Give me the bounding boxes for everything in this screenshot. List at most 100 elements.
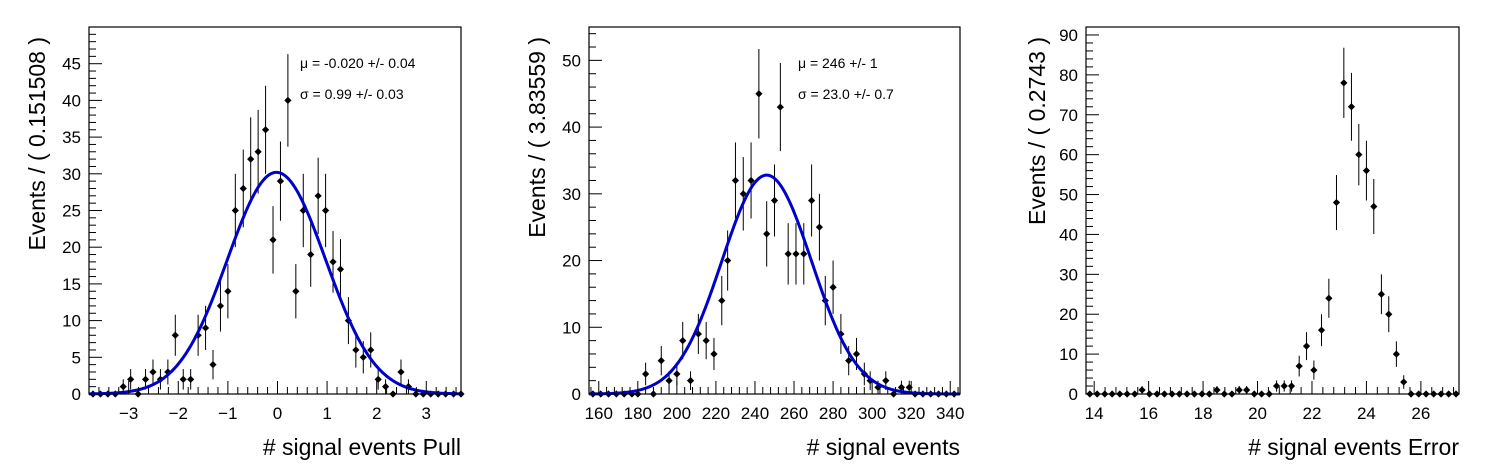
data-point	[284, 54, 292, 147]
data-marker	[829, 283, 837, 291]
data-point	[247, 117, 255, 201]
y-tick-label: 25	[62, 202, 81, 221]
x-tick-label: 16	[1139, 404, 1158, 423]
data-point	[216, 280, 225, 332]
y-tick-label: 10	[562, 318, 581, 337]
data-marker	[397, 368, 405, 376]
data-point	[149, 359, 157, 385]
x-tick-label: 260	[780, 404, 808, 423]
data-marker	[231, 206, 239, 215]
x-tick-label: 26	[1411, 404, 1430, 423]
data-point	[1287, 380, 1296, 392]
fit-line	[88, 170, 462, 396]
data-point	[739, 157, 747, 231]
data-marker	[731, 176, 740, 185]
x-tick-label: −1	[218, 404, 237, 423]
data-point	[710, 337, 718, 370]
fit-sigma-annotation: σ = 23.0 +/- 0.7	[798, 86, 894, 102]
data-point	[1385, 296, 1393, 333]
data-point	[352, 332, 360, 368]
fit-mean-annotation: μ = 246 +/- 1	[798, 55, 878, 71]
plot-frame	[588, 26, 961, 395]
data-point	[686, 371, 695, 390]
data-marker	[1400, 378, 1408, 386]
data-point	[1355, 123, 1363, 186]
data-point	[829, 260, 837, 314]
x-tick-label: 2	[372, 404, 381, 423]
data-marker	[261, 126, 270, 134]
data-point	[1302, 332, 1311, 361]
data-point	[1317, 314, 1326, 347]
fit-sigma-annotation: σ = 0.99 +/- 0.03	[300, 86, 404, 102]
data-point	[702, 321, 710, 360]
y-tick-label: 20	[62, 238, 81, 257]
data-marker	[119, 383, 127, 391]
data-marker	[1272, 382, 1281, 390]
data-marker	[679, 337, 687, 345]
data-point	[1235, 386, 1243, 394]
data-point	[367, 332, 375, 368]
data-point	[747, 142, 755, 219]
y-axis-label: Events / ( 3.83559 )	[524, 37, 550, 238]
data-point	[1370, 178, 1378, 235]
data-point	[784, 223, 792, 285]
data-point	[307, 222, 315, 287]
gaussian-fit-curve	[88, 170, 462, 396]
data-point	[694, 313, 702, 354]
data-point	[776, 63, 784, 152]
data-marker	[1355, 151, 1363, 159]
data-point	[657, 345, 665, 376]
data-point	[1280, 380, 1288, 392]
data-point	[1272, 380, 1281, 392]
y-tick-label: 0	[1069, 385, 1078, 404]
chart-panel-pull: 0 5 10 15 20 25 30 35 40 45 −3 −2 −1 0 1 2 3 Events / ( …	[24, 26, 465, 460]
data-point	[382, 379, 390, 394]
data-point	[224, 264, 232, 319]
data-point	[770, 164, 779, 237]
data-marker	[694, 330, 702, 338]
y-tick-label: 20	[1059, 305, 1078, 324]
y-tick-label: 70	[1059, 106, 1078, 125]
data-point	[1392, 341, 1400, 367]
data-marker	[747, 176, 755, 185]
data-marker	[1340, 79, 1348, 87]
chart-panel-signal-error: 0 10 20 30 40 50 60 70 80 90 14 16 18 20 22 24 26 Events…	[1024, 26, 1460, 460]
data-marker	[171, 331, 179, 339]
data-marker	[187, 375, 195, 383]
data-marker	[374, 375, 382, 383]
data-marker	[686, 377, 695, 385]
data-marker	[792, 250, 800, 258]
data-marker	[314, 192, 322, 200]
y-tick-label: 20	[562, 252, 581, 271]
x-tick-label: 22	[1303, 404, 1322, 423]
fit-mean-annotation: μ = -0.020 +/- 0.04	[300, 55, 416, 71]
data-marker	[127, 375, 135, 383]
gaussian-fit-curve	[588, 173, 960, 396]
x-tick-label: 220	[702, 404, 730, 423]
data-point	[269, 206, 277, 274]
data-point	[1340, 47, 1348, 118]
x-tick-label: −2	[169, 404, 188, 423]
data-marker	[1235, 386, 1243, 394]
data-marker	[1213, 386, 1221, 394]
x-tick-label: 20	[1248, 404, 1267, 423]
data-marker	[776, 103, 784, 111]
data-marker	[336, 265, 345, 273]
data-marker	[1138, 386, 1146, 394]
data-point	[731, 142, 740, 219]
data-point	[261, 85, 270, 174]
data-marker	[307, 250, 315, 259]
y-tick-label: 30	[1059, 265, 1078, 284]
data-point	[336, 239, 345, 300]
data-point	[1332, 174, 1341, 231]
plot-frame	[88, 26, 462, 395]
data-point	[397, 359, 405, 385]
y-tick-label: 30	[562, 185, 581, 204]
x-tick-label: 3	[422, 404, 431, 423]
y-tick-label: 15	[62, 275, 81, 294]
data-point	[292, 264, 300, 319]
y-tick-label: 40	[62, 91, 81, 110]
data-marker	[1370, 202, 1378, 211]
data-marker	[321, 206, 330, 215]
